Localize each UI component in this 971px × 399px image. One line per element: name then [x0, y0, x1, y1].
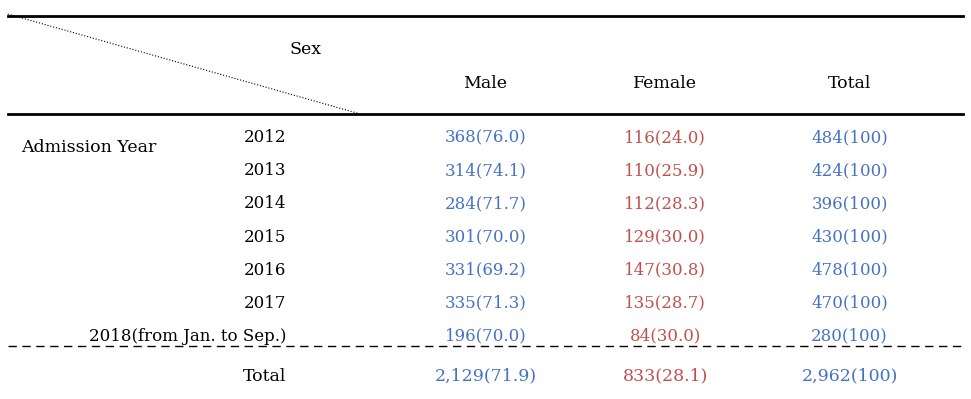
Text: 116(24.0): 116(24.0)	[624, 129, 706, 146]
Text: 430(100): 430(100)	[811, 229, 888, 245]
Text: 2013: 2013	[244, 162, 286, 179]
Text: 110(25.9): 110(25.9)	[624, 162, 706, 179]
Text: 147(30.8): 147(30.8)	[624, 262, 706, 279]
Text: 135(28.7): 135(28.7)	[624, 295, 706, 312]
Text: Female: Female	[633, 75, 697, 92]
Text: 2,129(71.9): 2,129(71.9)	[434, 368, 537, 385]
Text: 2015: 2015	[244, 229, 286, 245]
Text: 284(71.7): 284(71.7)	[445, 196, 526, 212]
Text: Male: Male	[463, 75, 508, 92]
Text: 2017: 2017	[244, 295, 286, 312]
Text: 484(100): 484(100)	[811, 129, 888, 146]
Text: 301(70.0): 301(70.0)	[445, 229, 526, 245]
Text: 314(74.1): 314(74.1)	[445, 162, 526, 179]
Text: 84(30.0): 84(30.0)	[629, 328, 701, 345]
Text: 2018(from Jan. to Sep.): 2018(from Jan. to Sep.)	[89, 328, 286, 345]
Text: 335(71.3): 335(71.3)	[445, 295, 526, 312]
Text: Total: Total	[828, 75, 871, 92]
Text: 424(100): 424(100)	[811, 162, 888, 179]
Text: 129(30.0): 129(30.0)	[624, 229, 706, 245]
Text: 2014: 2014	[244, 196, 286, 212]
Text: 2012: 2012	[244, 129, 286, 146]
Text: 470(100): 470(100)	[811, 295, 888, 312]
Text: Total: Total	[243, 368, 286, 385]
Text: Sex: Sex	[290, 41, 321, 58]
Text: 478(100): 478(100)	[811, 262, 888, 279]
Text: 2,962(100): 2,962(100)	[801, 368, 898, 385]
Text: 368(76.0): 368(76.0)	[445, 129, 526, 146]
Text: 112(28.3): 112(28.3)	[624, 196, 706, 212]
Text: 196(70.0): 196(70.0)	[445, 328, 526, 345]
Text: 396(100): 396(100)	[812, 196, 887, 212]
Text: 280(100): 280(100)	[811, 328, 888, 345]
Text: 2016: 2016	[244, 262, 286, 279]
Text: 331(69.2): 331(69.2)	[445, 262, 526, 279]
Text: Admission Year: Admission Year	[21, 139, 156, 156]
Text: 833(28.1): 833(28.1)	[622, 368, 708, 385]
